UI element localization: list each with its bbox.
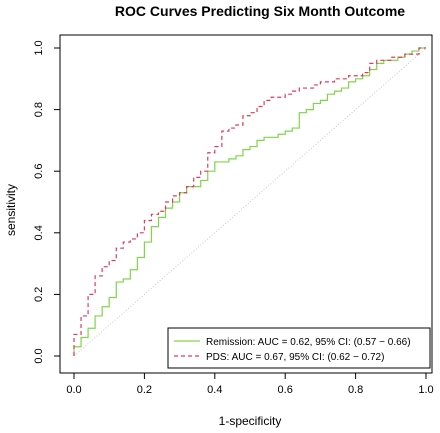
y-tick-label: 0.2 <box>33 287 45 302</box>
x-axis: 0.0 0.2 0.4 0.6 0.8 1.0 <box>66 372 434 396</box>
y-tick-label: 1.0 <box>33 40 45 55</box>
x-axis-label: 1-specificity <box>219 414 282 428</box>
y-tick-label: 0.4 <box>33 225 45 240</box>
x-tick-label: 0.6 <box>278 384 293 396</box>
y-axis: 0.0 0.2 0.4 0.6 0.8 1.0 <box>33 40 61 364</box>
legend-label-pds: PDS: AUC = 0.67, 95% CI: (0.62 − 0.72) <box>206 352 384 363</box>
x-tick-label: 0.4 <box>207 384 222 396</box>
series-layer <box>73 47 426 356</box>
x-tick-label: 0.2 <box>137 384 152 396</box>
y-tick-label: 0.0 <box>33 348 45 363</box>
reference-line <box>73 47 427 357</box>
y-axis-label: sensitivity <box>4 184 18 236</box>
roc-curve-pds <box>73 47 426 356</box>
x-tick-label: 1.0 <box>418 384 433 396</box>
legend: Remission: AUC = 0.62, 95% CI: (0.57 − 0… <box>167 327 431 369</box>
chart-title: ROC Curves Predicting Six Month Outcome <box>115 3 405 19</box>
y-tick-label: 0.8 <box>33 102 45 117</box>
diagonal-line <box>73 47 427 357</box>
roc-curve-remission <box>73 47 426 356</box>
legend-label-remission: Remission: AUC = 0.62, 95% CI: (0.57 − 0… <box>206 337 411 348</box>
x-tick-label: 0.8 <box>348 384 363 396</box>
x-tick-label: 0.0 <box>66 384 81 396</box>
legend-box <box>167 327 431 369</box>
y-tick-label: 0.6 <box>33 164 45 179</box>
plot-frame <box>59 34 433 374</box>
